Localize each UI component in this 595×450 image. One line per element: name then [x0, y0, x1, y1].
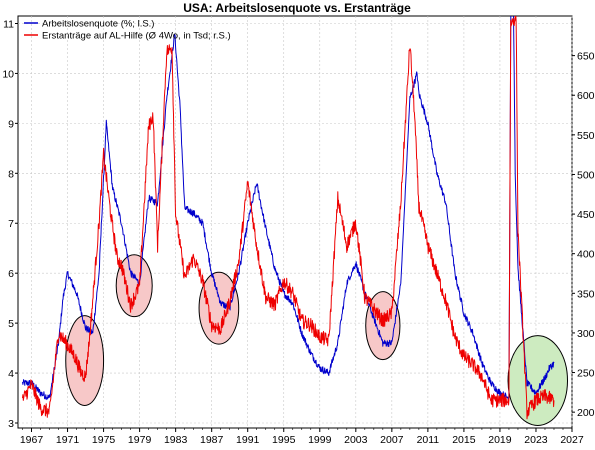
- y-left-tick-label: 3: [8, 418, 14, 430]
- y-right-tick-label: 200: [577, 407, 595, 419]
- grid: [18, 16, 573, 428]
- y-left-tick-label: 10: [2, 68, 14, 80]
- y-right-tick-label: 450: [577, 209, 595, 221]
- x-tick-label: 1967: [20, 434, 44, 446]
- x-tick-label: 2023: [524, 434, 548, 446]
- legend-label: Erstanträge auf AL-Hilfe (Ø 4Wo, in Tsd;…: [42, 31, 231, 42]
- highlight-ellipse: [507, 335, 568, 427]
- y-right-tick-label: 350: [577, 288, 595, 300]
- x-tick-label: 1991: [236, 434, 260, 446]
- y-left-tick-label: 7: [8, 218, 14, 230]
- highlight-ellipse: [198, 271, 240, 345]
- x-tick-label: 2027: [560, 434, 584, 446]
- x-tick-label: 2019: [488, 434, 512, 446]
- legend: Arbeitslosenquote (%; l.S.)Erstanträge a…: [24, 19, 231, 42]
- y-left-tick-label: 4: [8, 368, 14, 380]
- y-left-tick-label: 9: [8, 118, 14, 130]
- y-right-tick-label: 550: [577, 130, 595, 142]
- series-line-arbeitslosenquote: [22, 16, 555, 402]
- chart-title: USA: Arbeitslosenquote vs. Erstanträge: [183, 1, 411, 15]
- y-right-tick-label: 400: [577, 249, 595, 261]
- x-tick-label: 1971: [56, 434, 80, 446]
- y-right-tick-label: 650: [577, 51, 595, 63]
- highlight-ellipse: [115, 254, 153, 318]
- y-right-tick-label: 250: [577, 368, 595, 380]
- axes: 1967 1971 1975 1979 1983 1987 1991 1995 1999 2003…: [2, 18, 594, 446]
- y-right-tick-label: 500: [577, 169, 595, 181]
- x-tick-label: 1995: [272, 434, 296, 446]
- legend-label: Arbeitslosenquote (%; l.S.): [42, 19, 154, 30]
- x-tick-label: 2011: [417, 434, 440, 446]
- series-lines: [22, 16, 555, 420]
- x-tick-label: 1983: [164, 434, 188, 446]
- x-tick-label: 2015: [452, 434, 476, 446]
- y-left-tick-label: 11: [3, 18, 14, 30]
- y-right-tick-label: 300: [577, 328, 595, 340]
- x-tick-label: 1975: [92, 434, 116, 446]
- y-left-tick-label: 5: [8, 318, 14, 330]
- x-tick-label: 1987: [200, 434, 224, 446]
- x-tick-label: 2003: [344, 434, 368, 446]
- x-tick-label: 1999: [308, 434, 332, 446]
- series-line-erstantraege: [22, 16, 555, 420]
- x-tick-label: 2007: [380, 434, 404, 446]
- y-right-tick-label: 600: [577, 90, 595, 102]
- y-left-tick-label: 6: [8, 268, 14, 280]
- highlight-ellipse: [65, 315, 105, 407]
- y-left-tick-label: 8: [8, 168, 14, 180]
- x-tick-label: 1979: [128, 434, 152, 446]
